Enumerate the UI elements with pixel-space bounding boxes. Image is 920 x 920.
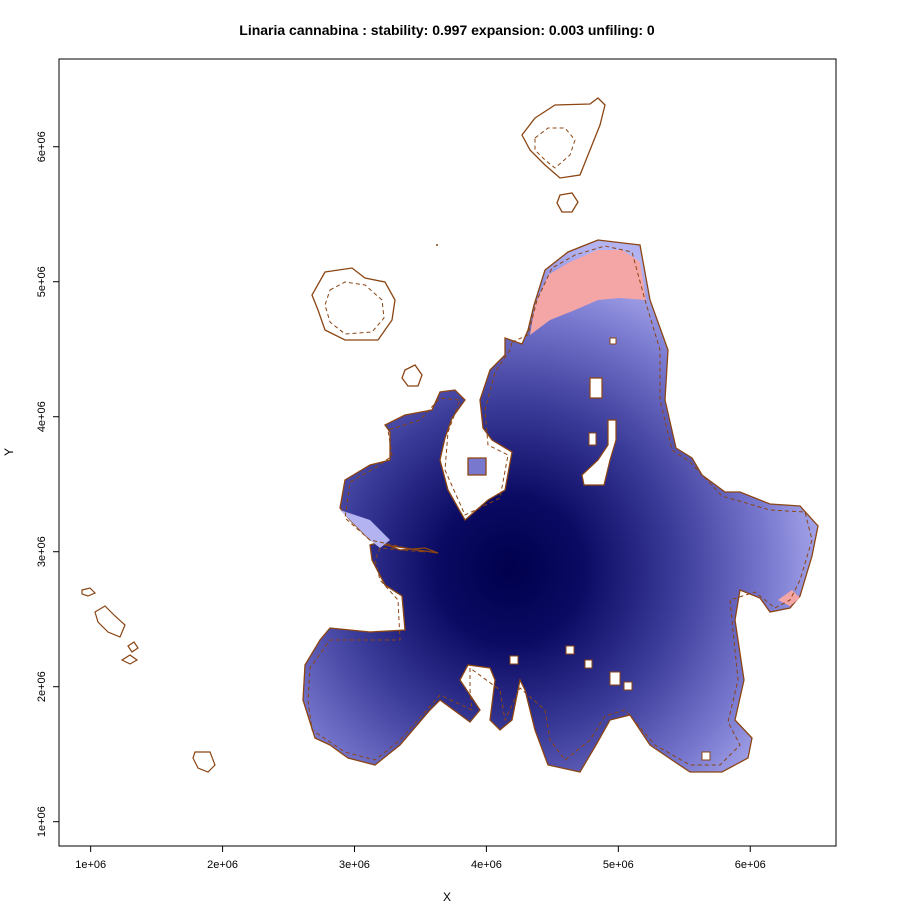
x-axis-label: X (443, 890, 451, 904)
island-contour (521, 97, 606, 179)
y-axis: 1e+06 2e+06 3e+06 4e+06 5e+06 6e+06 (36, 131, 59, 837)
lake-hole (565, 645, 575, 655)
y-tick-label: 2e+06 (36, 671, 48, 702)
x-tick-label: 2e+06 (207, 859, 238, 871)
x-tick-label: 6e+06 (735, 859, 766, 871)
chart-title: Linaria cannabina : stability: 0.997 exp… (239, 22, 655, 38)
dashed-contour (307, 245, 813, 766)
island-contour (94, 605, 126, 638)
x-tick-label: 3e+06 (339, 859, 370, 871)
y-tick-label: 1e+06 (36, 806, 48, 837)
lake-hole (623, 681, 633, 691)
island-contour (556, 192, 579, 213)
expansion-area-east (778, 590, 800, 606)
island-dot (436, 244, 438, 246)
island-contour (192, 751, 216, 773)
y-tick-label: 4e+06 (36, 401, 48, 432)
x-tick-label: 1e+06 (75, 859, 106, 871)
x-tick-label: 4e+06 (471, 859, 502, 871)
expansion-area (530, 250, 646, 335)
lake-hole (609, 337, 617, 345)
lake-hole (609, 671, 621, 686)
lake-hole (581, 419, 617, 486)
island-dashed-contour (324, 281, 385, 335)
x-tick-label: 5e+06 (603, 859, 634, 871)
y-tick-label: 3e+06 (36, 536, 48, 567)
lake-hole (589, 377, 603, 399)
island-contour (127, 641, 139, 653)
light-edge-band (340, 510, 390, 548)
scandinavia-contour (302, 239, 819, 773)
island-contour (120, 654, 139, 665)
island-contour (401, 364, 423, 387)
island-dashed-contour (534, 127, 576, 169)
x-axis: 1e+06 2e+06 3e+06 4e+06 5e+06 6e+06 (75, 846, 766, 871)
y-tick-label: 5e+06 (36, 266, 48, 297)
y-axis-label: Y (2, 448, 16, 456)
lake-hole (467, 457, 487, 476)
island-contour (81, 587, 97, 597)
lake-hole (509, 655, 519, 665)
map-layer (81, 97, 819, 773)
island-contour (311, 267, 396, 341)
lake-hole (701, 751, 711, 761)
lake-hole (584, 659, 593, 669)
lake-hole (588, 432, 597, 446)
y-tick-label: 6e+06 (36, 131, 48, 162)
